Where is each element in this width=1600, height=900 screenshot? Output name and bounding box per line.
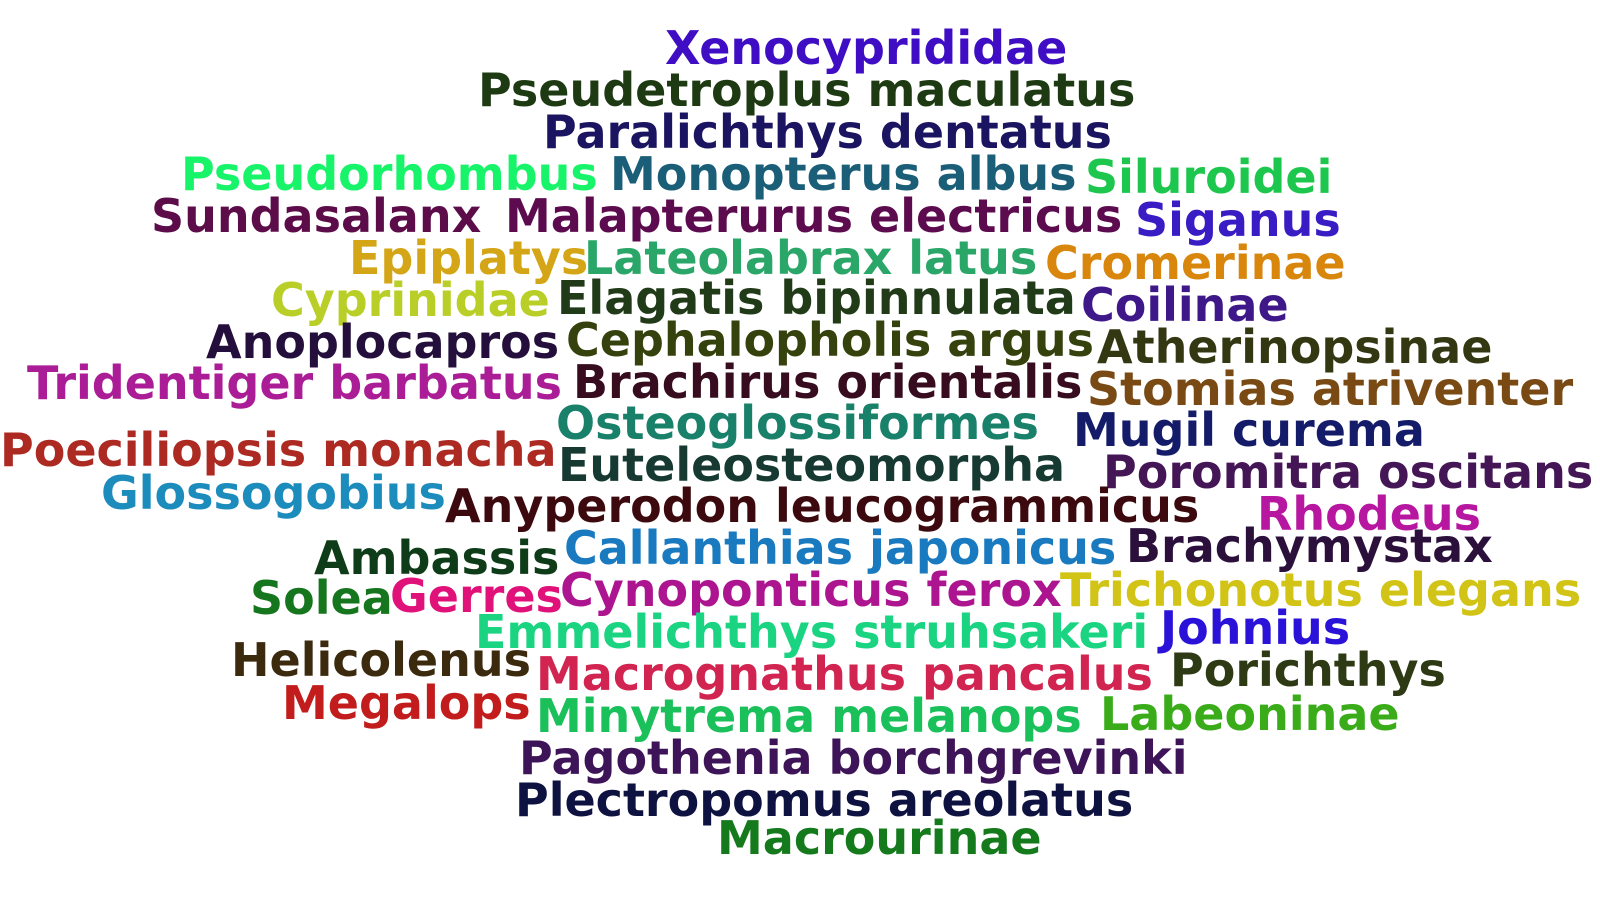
word: Cromerinae [1045, 236, 1346, 290]
word: Xenocyprididae [665, 21, 1068, 75]
word: Anyperodon leucogrammicus [445, 479, 1200, 533]
word: Helicolenus [231, 633, 531, 687]
word: Labeoninae [1100, 687, 1400, 741]
word: Monopterus albus [610, 147, 1077, 201]
word: Epiplatys [349, 231, 589, 285]
word: Tridentiger barbatus [27, 356, 562, 410]
word: Solea [250, 571, 393, 625]
word: Siluroidei [1085, 150, 1333, 204]
word: Malapterurus electricus [505, 189, 1123, 243]
word: Paralichthys dentatus [543, 105, 1112, 159]
word: Pseudetroplus maculatus [478, 63, 1136, 117]
word: Glossogobius [101, 466, 446, 520]
word: Stomias atriventer [1087, 362, 1574, 416]
word: Osteoglossiformes [556, 396, 1039, 450]
word: Plectropomus areolatus [515, 773, 1134, 827]
word: Emmelichthys struhsakeri [475, 605, 1149, 659]
word: Cynoponticus ferox [560, 563, 1062, 617]
word: Poeciliopsis monacha [0, 423, 557, 477]
word: Mugil curema [1073, 403, 1425, 457]
word: Anoplocapros [206, 315, 560, 369]
word: Siganus [1135, 193, 1341, 247]
word: Atherinopsinae [1097, 320, 1493, 374]
word: Sundasalanx [151, 189, 482, 243]
word: Porichthys [1170, 643, 1446, 697]
word: Elagatis bipinnulata [557, 271, 1076, 325]
word: Cyprinidae [271, 273, 550, 327]
word: Rhodeus [1257, 487, 1482, 541]
word: Coilinae [1081, 278, 1289, 332]
word: Pseudorhombus [181, 147, 598, 201]
word: Gerres [390, 569, 563, 623]
word: Megalops [282, 676, 531, 730]
word: Brachymystax [1126, 519, 1493, 573]
word: Minytrema melanops [536, 689, 1082, 743]
word: Pagothenia borchgrevinki [519, 731, 1188, 785]
word: Lateolabrax latus [584, 231, 1038, 285]
word: Johnius [1160, 601, 1351, 655]
word: Trichonotus elegans [1060, 563, 1582, 617]
word: Cephalopholis argus [566, 313, 1095, 367]
word: Ambassis [314, 531, 560, 585]
word: Macrognathus pancalus [536, 647, 1153, 701]
word: Callanthias japonicus [564, 521, 1117, 575]
word: Brachirus orientalis [573, 355, 1083, 409]
word: Macrourinae [717, 811, 1042, 865]
word: Poromitra oscitans [1103, 445, 1594, 499]
word: Euteleosteomorpha [558, 438, 1066, 492]
